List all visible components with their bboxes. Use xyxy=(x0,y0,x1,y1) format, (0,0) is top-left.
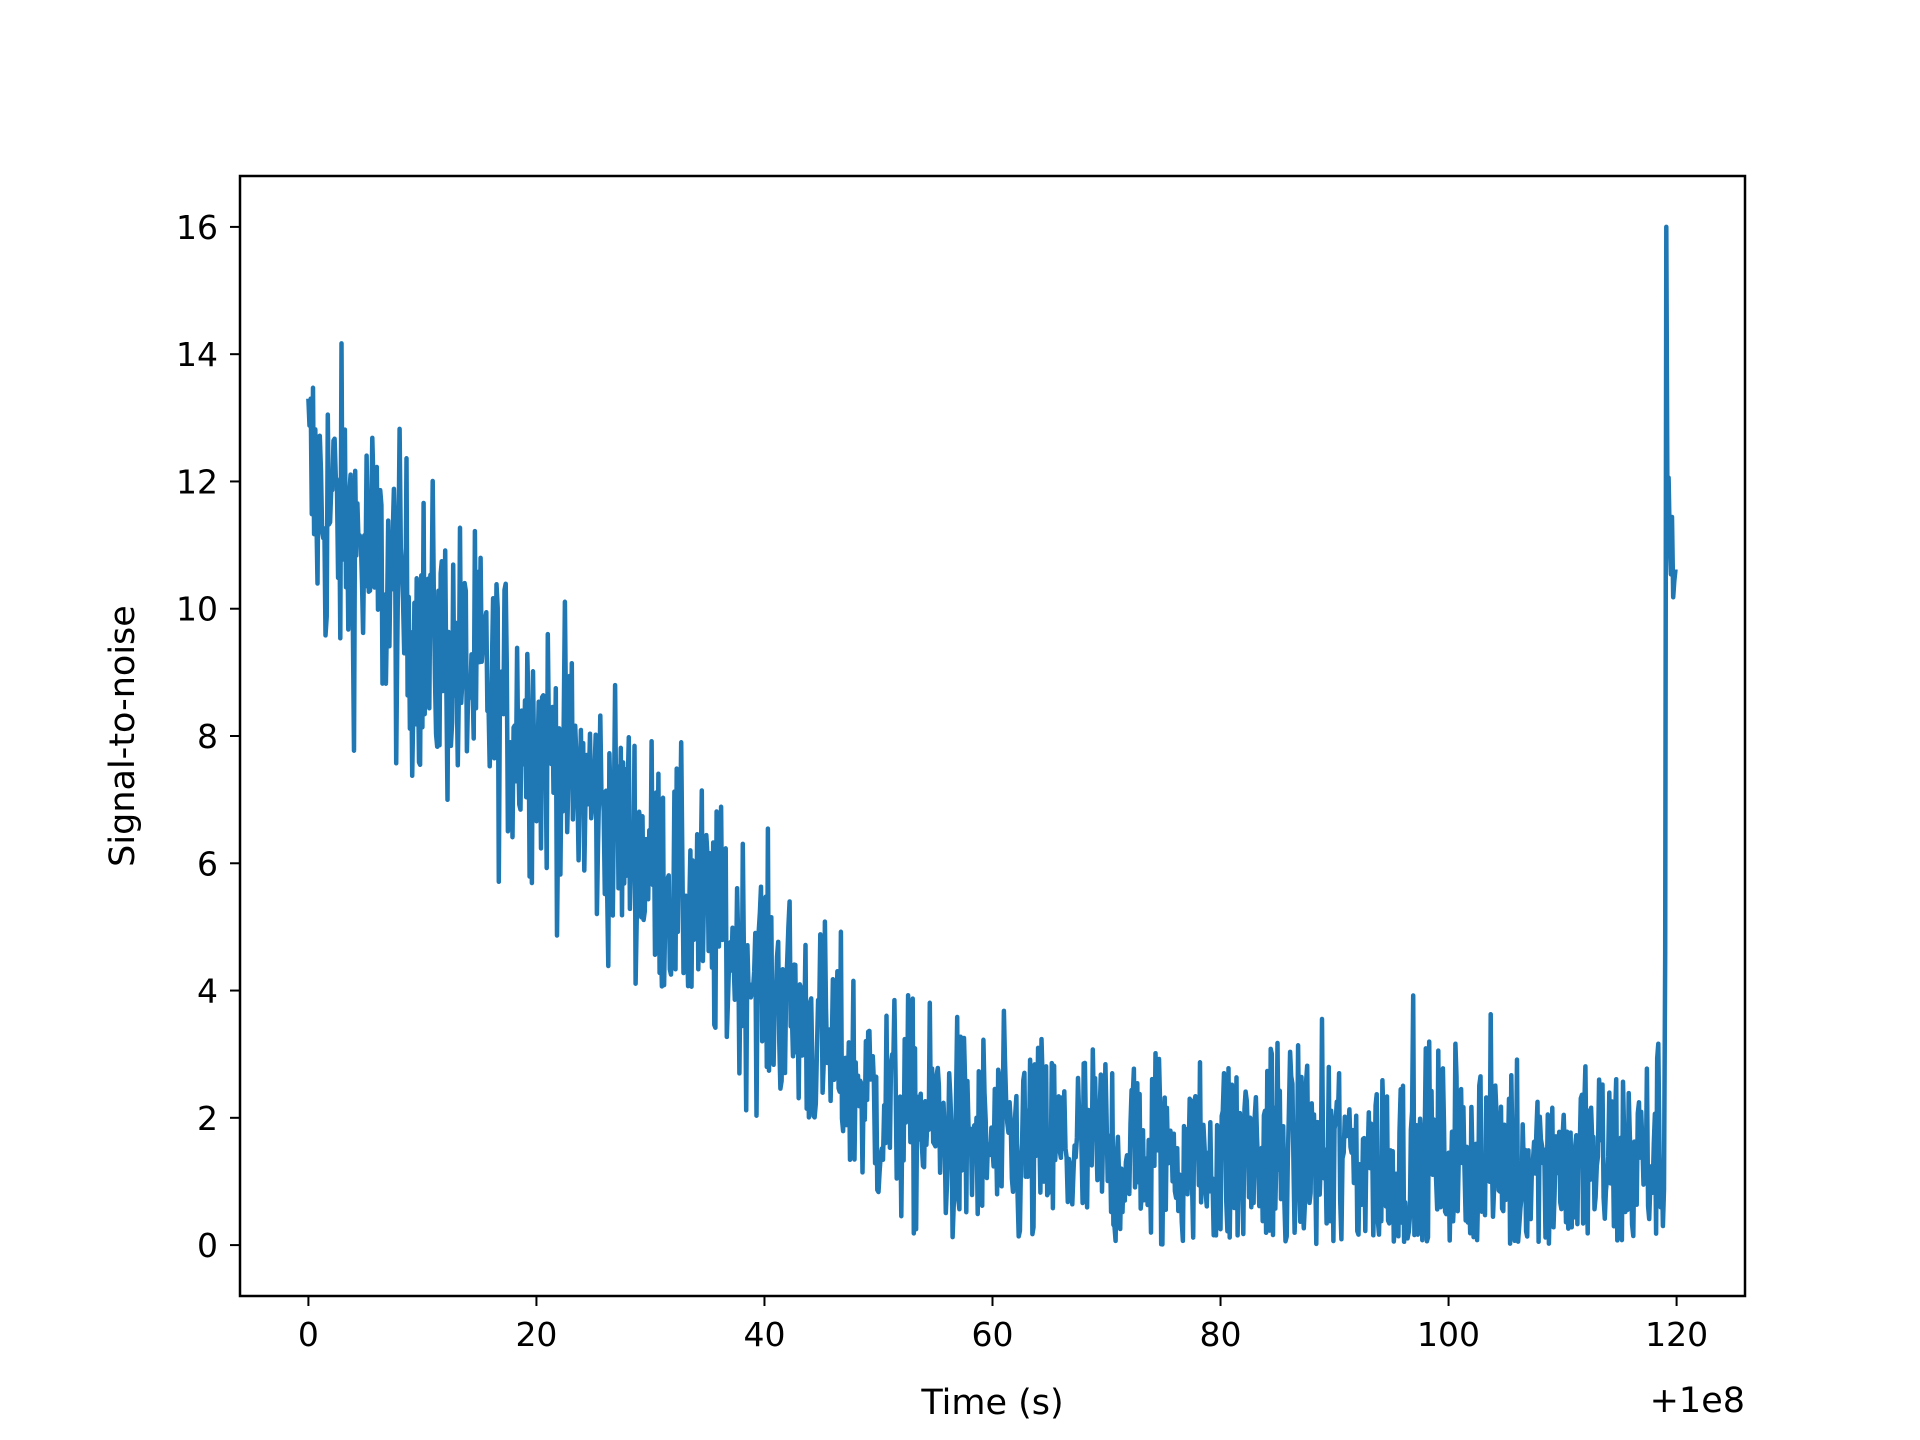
plot-frame xyxy=(238,174,1747,1298)
y-tick-label: 4 xyxy=(197,972,218,1011)
x-offset-label: +1e8 xyxy=(1650,1381,1745,1421)
x-tick-label: 100 xyxy=(1417,1315,1480,1354)
y-tick-label: 10 xyxy=(176,590,218,629)
x-axis-label: Time (s) xyxy=(920,1383,1063,1423)
y-ticks: 0 2 4 6 8 10 12 14 16 xyxy=(176,208,240,1265)
x-ticks: 0 20 40 60 80 100 120 xyxy=(298,1296,1708,1354)
x-tick-label: 0 xyxy=(298,1315,319,1354)
y-tick-label: 0 xyxy=(197,1226,218,1265)
x-tick-label: 60 xyxy=(972,1315,1014,1354)
x-tick-label: 120 xyxy=(1645,1315,1708,1354)
y-tick-label: 2 xyxy=(197,1099,218,1138)
y-tick-label: 6 xyxy=(197,844,218,883)
y-tick-label: 16 xyxy=(176,208,218,247)
series-layer xyxy=(306,224,1678,1247)
series-line xyxy=(306,224,1678,1247)
y-tick-label: 12 xyxy=(176,462,218,501)
y-axis-label: Signal-to-noise xyxy=(103,605,143,867)
y-tick-label: 14 xyxy=(176,335,218,374)
x-tick-label: 80 xyxy=(1200,1315,1242,1354)
y-tick-label: 8 xyxy=(197,717,218,756)
x-tick-label: 20 xyxy=(515,1315,557,1354)
x-tick-label: 40 xyxy=(743,1315,785,1354)
